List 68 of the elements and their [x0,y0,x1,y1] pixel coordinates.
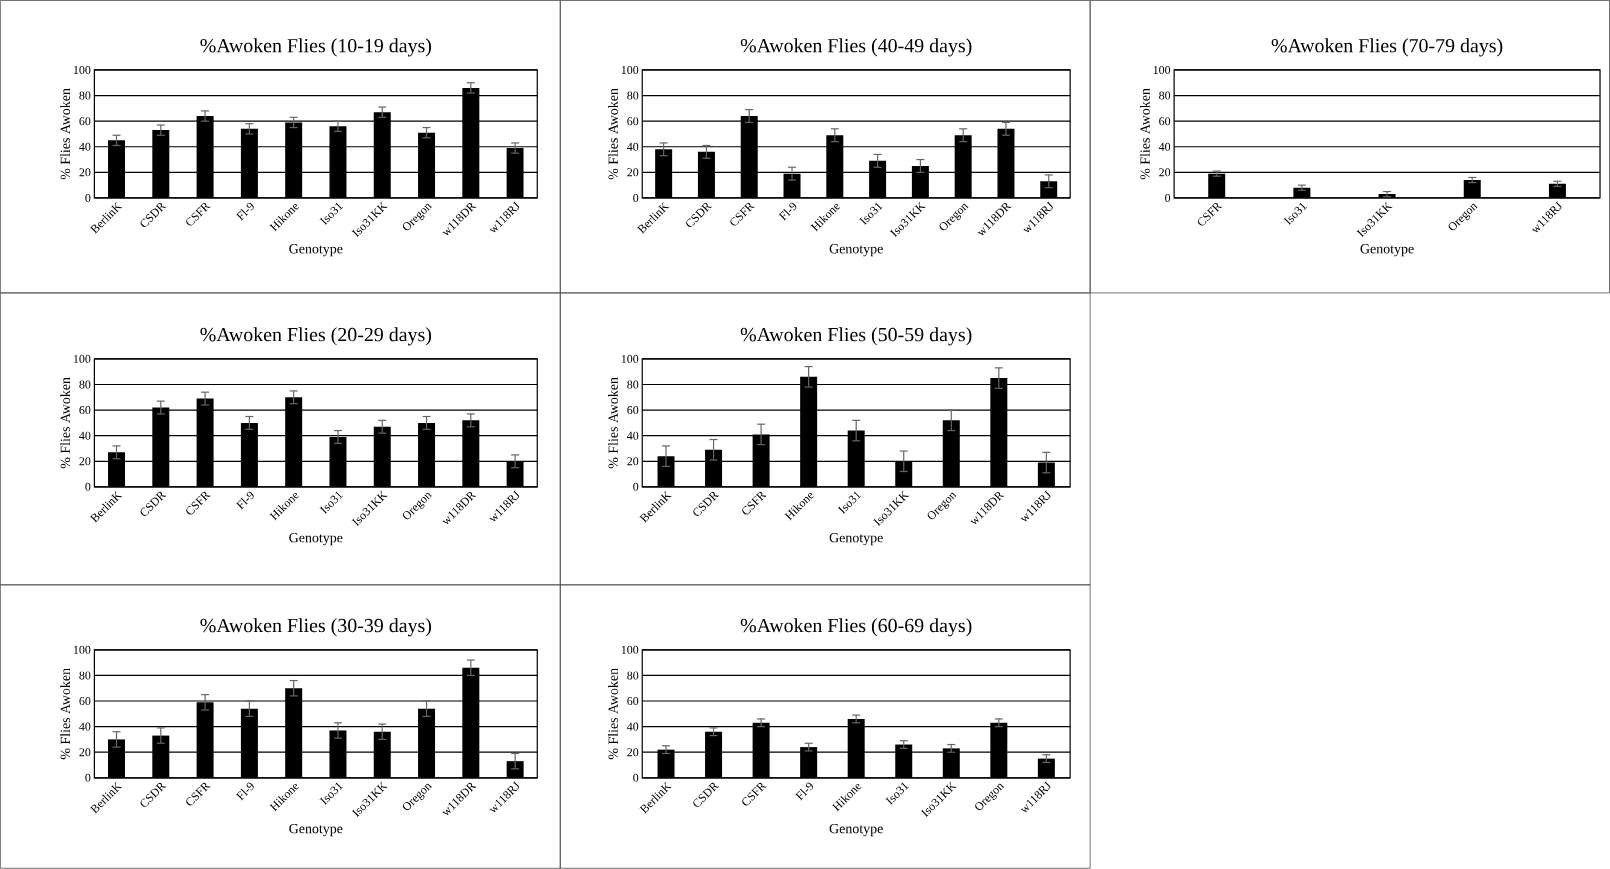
y-tick-label: 40 [627,431,639,440]
y-tick-label: 100 [73,66,91,75]
y-tick-label: 40 [1158,142,1171,151]
y-tick-label: 100 [621,354,639,364]
y-tick-label: 20 [79,168,91,177]
x-tick-label: Fl-9 [235,782,254,801]
y-tick-label: 80 [79,671,91,680]
x-tick-label: Fl-9 [778,202,797,221]
chart-title: %Awoken Flies (40-49 days) [740,38,972,57]
y-axis-title: % Flies Awoken [608,88,618,180]
y-tick-label: 80 [79,91,91,100]
y-tick-label: 60 [79,406,91,415]
chart-title: %Awoken Flies (60-69 days) [740,618,972,637]
y-tick-label: 60 [1159,117,1171,126]
chart-title: %Awoken Flies (10-19 days) [200,38,432,57]
y-tick-label: 60 [627,697,639,706]
y-tick-label: 80 [627,380,639,389]
y-tick-label: 20 [627,457,639,466]
y-axis-title: % Flies Awoken [608,668,618,760]
x-axis-title: Genotype [289,533,343,546]
chart-title: %Awoken Flies (30-39 days) [200,618,432,637]
y-tick-label: 0 [85,773,91,782]
x-axis-title: Genotype [829,824,883,837]
y-tick-label: 20 [627,748,639,757]
chart-title: %Awoken Flies (20-29 days) [200,327,432,346]
x-axis-title: Genotype [289,244,343,257]
y-tick-label: 20 [627,168,639,177]
x-axis-title: Genotype [1360,244,1414,257]
y-tick-label: 60 [79,697,91,706]
y-tick-label: 0 [633,773,639,782]
y-tick-label: 40 [627,722,639,731]
y-axis-title: % Flies Awoken [60,377,71,469]
y-tick-label: 0 [85,482,91,492]
y-tick-label: 0 [85,194,91,203]
x-axis-title: Genotype [289,824,343,837]
y-tick-label: 20 [79,748,91,757]
y-axis-title: % Flies Awoken [60,88,71,180]
y-axis-title: % Flies Awoken [60,668,71,760]
y-tick-label: 40 [79,431,91,440]
y-tick-label: 100 [73,354,91,364]
x-tick-label: Fl-9 [235,491,254,510]
y-tick-label: 40 [627,142,639,151]
y-tick-label: 60 [79,117,91,126]
x-tick-label: Fl-9 [795,782,813,801]
y-axis-title: % Flies Awoken [1139,88,1150,180]
y-tick-label: 40 [79,142,91,151]
y-axis-title: % Flies Awoken [608,377,618,469]
y-tick-label: 100 [73,645,91,654]
y-tick-label: 40 [79,722,91,731]
chart-title: %Awoken Flies (70-79 days) [1271,38,1503,57]
y-tick-label: 0 [1165,194,1171,203]
chart-title: %Awoken Flies (50-59 days) [740,327,972,346]
y-tick-label: 0 [633,194,639,203]
x-axis-title: Genotype [829,533,883,546]
y-tick-label: 20 [1159,168,1171,177]
x-tick-label: Fl-9 [235,202,254,221]
y-tick-label: 80 [627,91,639,100]
y-tick-label: 60 [627,117,639,126]
y-tick-label: 80 [627,671,639,680]
y-tick-label: 80 [79,380,91,389]
y-tick-label: 80 [1159,91,1171,100]
y-tick-label: 60 [627,406,639,415]
y-tick-label: 20 [79,457,91,466]
x-axis-title: Genotype [829,244,883,257]
y-tick-label: 100 [621,66,639,75]
y-tick-label: 100 [1153,66,1171,75]
y-tick-label: 0 [633,482,639,492]
y-tick-label: 100 [621,645,639,654]
